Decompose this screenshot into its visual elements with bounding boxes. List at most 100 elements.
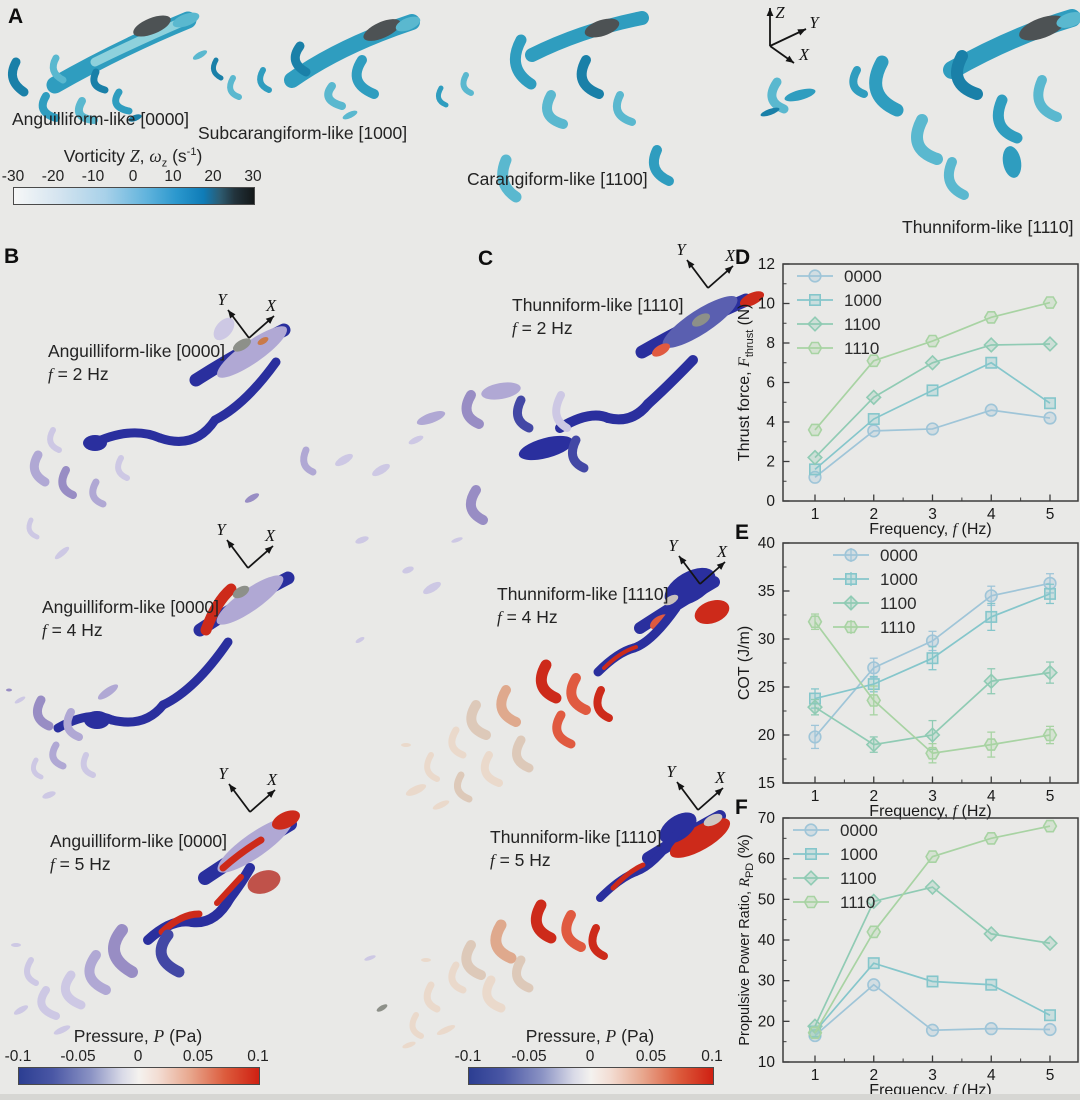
axis-label-y: Y [809, 13, 820, 32]
pressure-colorbar-c-gradient [468, 1067, 714, 1085]
svg-text:1: 1 [811, 506, 820, 523]
svg-text:8: 8 [766, 335, 775, 352]
series-0000 [808, 978, 1057, 1043]
svg-text:6: 6 [766, 375, 775, 392]
axis-label-x: X [798, 45, 810, 64]
figure-bottom-edge [0, 1094, 1080, 1100]
vorticity-colorbar-gradient [13, 187, 255, 205]
svg-text:3: 3 [928, 788, 937, 805]
axis-label-x: X [264, 526, 276, 545]
vorticity-colorbar-ticks: -30 -20 -10 0 10 20 30 [1, 168, 262, 185]
caption-c-4hz: Thunniform-like [1110] f = 4 Hz [497, 584, 669, 627]
svg-text:10: 10 [758, 1054, 776, 1071]
panel-c-art [355, 291, 765, 1049]
svg-text:50: 50 [758, 891, 776, 908]
axis-label-y: Y [218, 764, 229, 783]
svg-text:30: 30 [758, 973, 776, 990]
svg-text:2: 2 [766, 454, 775, 471]
caption-c-2hz: Thunniform-like [1110] f = 2 Hz [512, 295, 684, 338]
pressure-colorbar-b: Pressure, P (Pa) -0.1 -0.05 0 0.05 0.1 [4, 1026, 269, 1085]
y-axis-title: Thrust force, Fthrust (N) [736, 304, 756, 461]
legend-entry-1000: 1000 [840, 845, 878, 864]
svg-text:2: 2 [869, 788, 878, 805]
panel-label-f: F [735, 796, 748, 819]
axis-label-x: X [724, 246, 736, 265]
legend-entry-0000: 0000 [880, 546, 918, 565]
caption-c-5hz: Thunniform-like [1110] f = 5 Hz [490, 827, 662, 870]
pressure-colorbar-b-title: Pressure, P (Pa) [73, 1026, 203, 1046]
legend-entry-1100: 1100 [840, 869, 877, 888]
y-axis-title: Propulsive Power Ratio, RPD (%) [736, 834, 756, 1045]
caption-b-5hz: Anguilliform-like [0000] f = 5 Hz [50, 831, 228, 874]
pressure-colorbar-c-title: Pressure, P (Pa) [525, 1026, 655, 1046]
cot-chart: 1 2 3 4 5 15 20 25 30 35 40 Frequency, f (Hz) COT (J… [736, 535, 1079, 820]
legend-entry-1100: 1100 [844, 315, 881, 334]
svg-text:30: 30 [758, 631, 776, 648]
legend: 0000 1000 1100 1110 [793, 821, 878, 912]
series-1100 [807, 879, 1058, 1035]
series-1110 [807, 613, 1058, 764]
axis-label-y: Y [216, 520, 227, 539]
svg-text:40: 40 [758, 932, 776, 949]
legend-entry-1110: 1110 [844, 339, 879, 358]
legend-entry-0000: 0000 [840, 821, 878, 840]
svg-text:5: 5 [1046, 1067, 1055, 1084]
panel-label-a: A [8, 5, 24, 28]
axis-label-y: Y [676, 240, 687, 259]
legend-entry-1110: 1110 [880, 618, 915, 637]
axis-label-x: X [265, 296, 277, 315]
triad-a: Z YX [766, 3, 820, 64]
svg-text:5: 5 [1046, 506, 1055, 523]
pressure-colorbar-b-ticks: -0.1 -0.05 0 0.05 0.1 [4, 1048, 269, 1065]
svg-text:2: 2 [869, 506, 878, 523]
pressure-colorbar-b-gradient [18, 1067, 260, 1085]
svg-text:1: 1 [811, 1067, 820, 1084]
pressure-colorbar-c-ticks: -0.1 -0.05 0 0.05 0.1 [454, 1048, 723, 1065]
series-1110 [807, 296, 1058, 437]
series-1000 [809, 583, 1056, 709]
legend-entry-1000: 1000 [880, 570, 918, 589]
svg-text:10: 10 [758, 296, 776, 313]
legend: 0000 1000 1100 1110 [797, 267, 882, 358]
y-axis-title: COT (J/m) [736, 626, 753, 700]
panel-b-art [6, 317, 388, 1035]
x-axis-title: Frequency, f (Hz) [869, 521, 991, 538]
axis-label-y: Y [668, 536, 679, 555]
svg-text:40: 40 [758, 535, 776, 552]
axis-label-x: X [266, 770, 278, 789]
svg-text:5: 5 [1046, 788, 1055, 805]
svg-text:12: 12 [758, 256, 775, 273]
legend-entry-1000: 1000 [844, 291, 882, 310]
x-axis-title: Frequency, f (Hz) [869, 803, 991, 820]
caption-anguilliform-a: Anguilliform-like [0000] [12, 109, 190, 129]
svg-text:4: 4 [987, 788, 996, 805]
svg-text:4: 4 [766, 414, 775, 431]
legend-entry-1110: 1110 [840, 893, 875, 912]
legend-entry-0000: 0000 [844, 267, 882, 286]
caption-carangiform-a: Carangiform-like [1100] [467, 169, 648, 189]
svg-text:15: 15 [758, 775, 775, 792]
legend: 0000 1000 1100 1110 [833, 546, 918, 637]
svg-text:60: 60 [758, 851, 776, 868]
svg-text:3: 3 [928, 506, 937, 523]
svg-text:3: 3 [928, 1067, 937, 1084]
legend-entry-1100: 1100 [880, 594, 917, 613]
vorticity-colorbar-title: Vorticity Z, ωz (s-1) [63, 146, 203, 170]
series-1100 [807, 661, 1058, 753]
axes: 1 2 3 4 5 15 20 25 30 35 40 [758, 535, 1079, 805]
caption-thunniform-a: Thunniform-like [1110] [902, 217, 1074, 237]
axis-label-x: X [714, 768, 726, 787]
svg-text:20: 20 [758, 727, 776, 744]
caption-b-4hz: Anguilliform-like [0000] f = 4 Hz [42, 597, 220, 640]
panel-label-e: E [735, 521, 750, 544]
panel-label-c: C [478, 247, 494, 270]
svg-text:0: 0 [766, 493, 775, 510]
pressure-colorbar-c: Pressure, P (Pa) -0.1 -0.05 0 0.05 0.1 [454, 1026, 723, 1085]
